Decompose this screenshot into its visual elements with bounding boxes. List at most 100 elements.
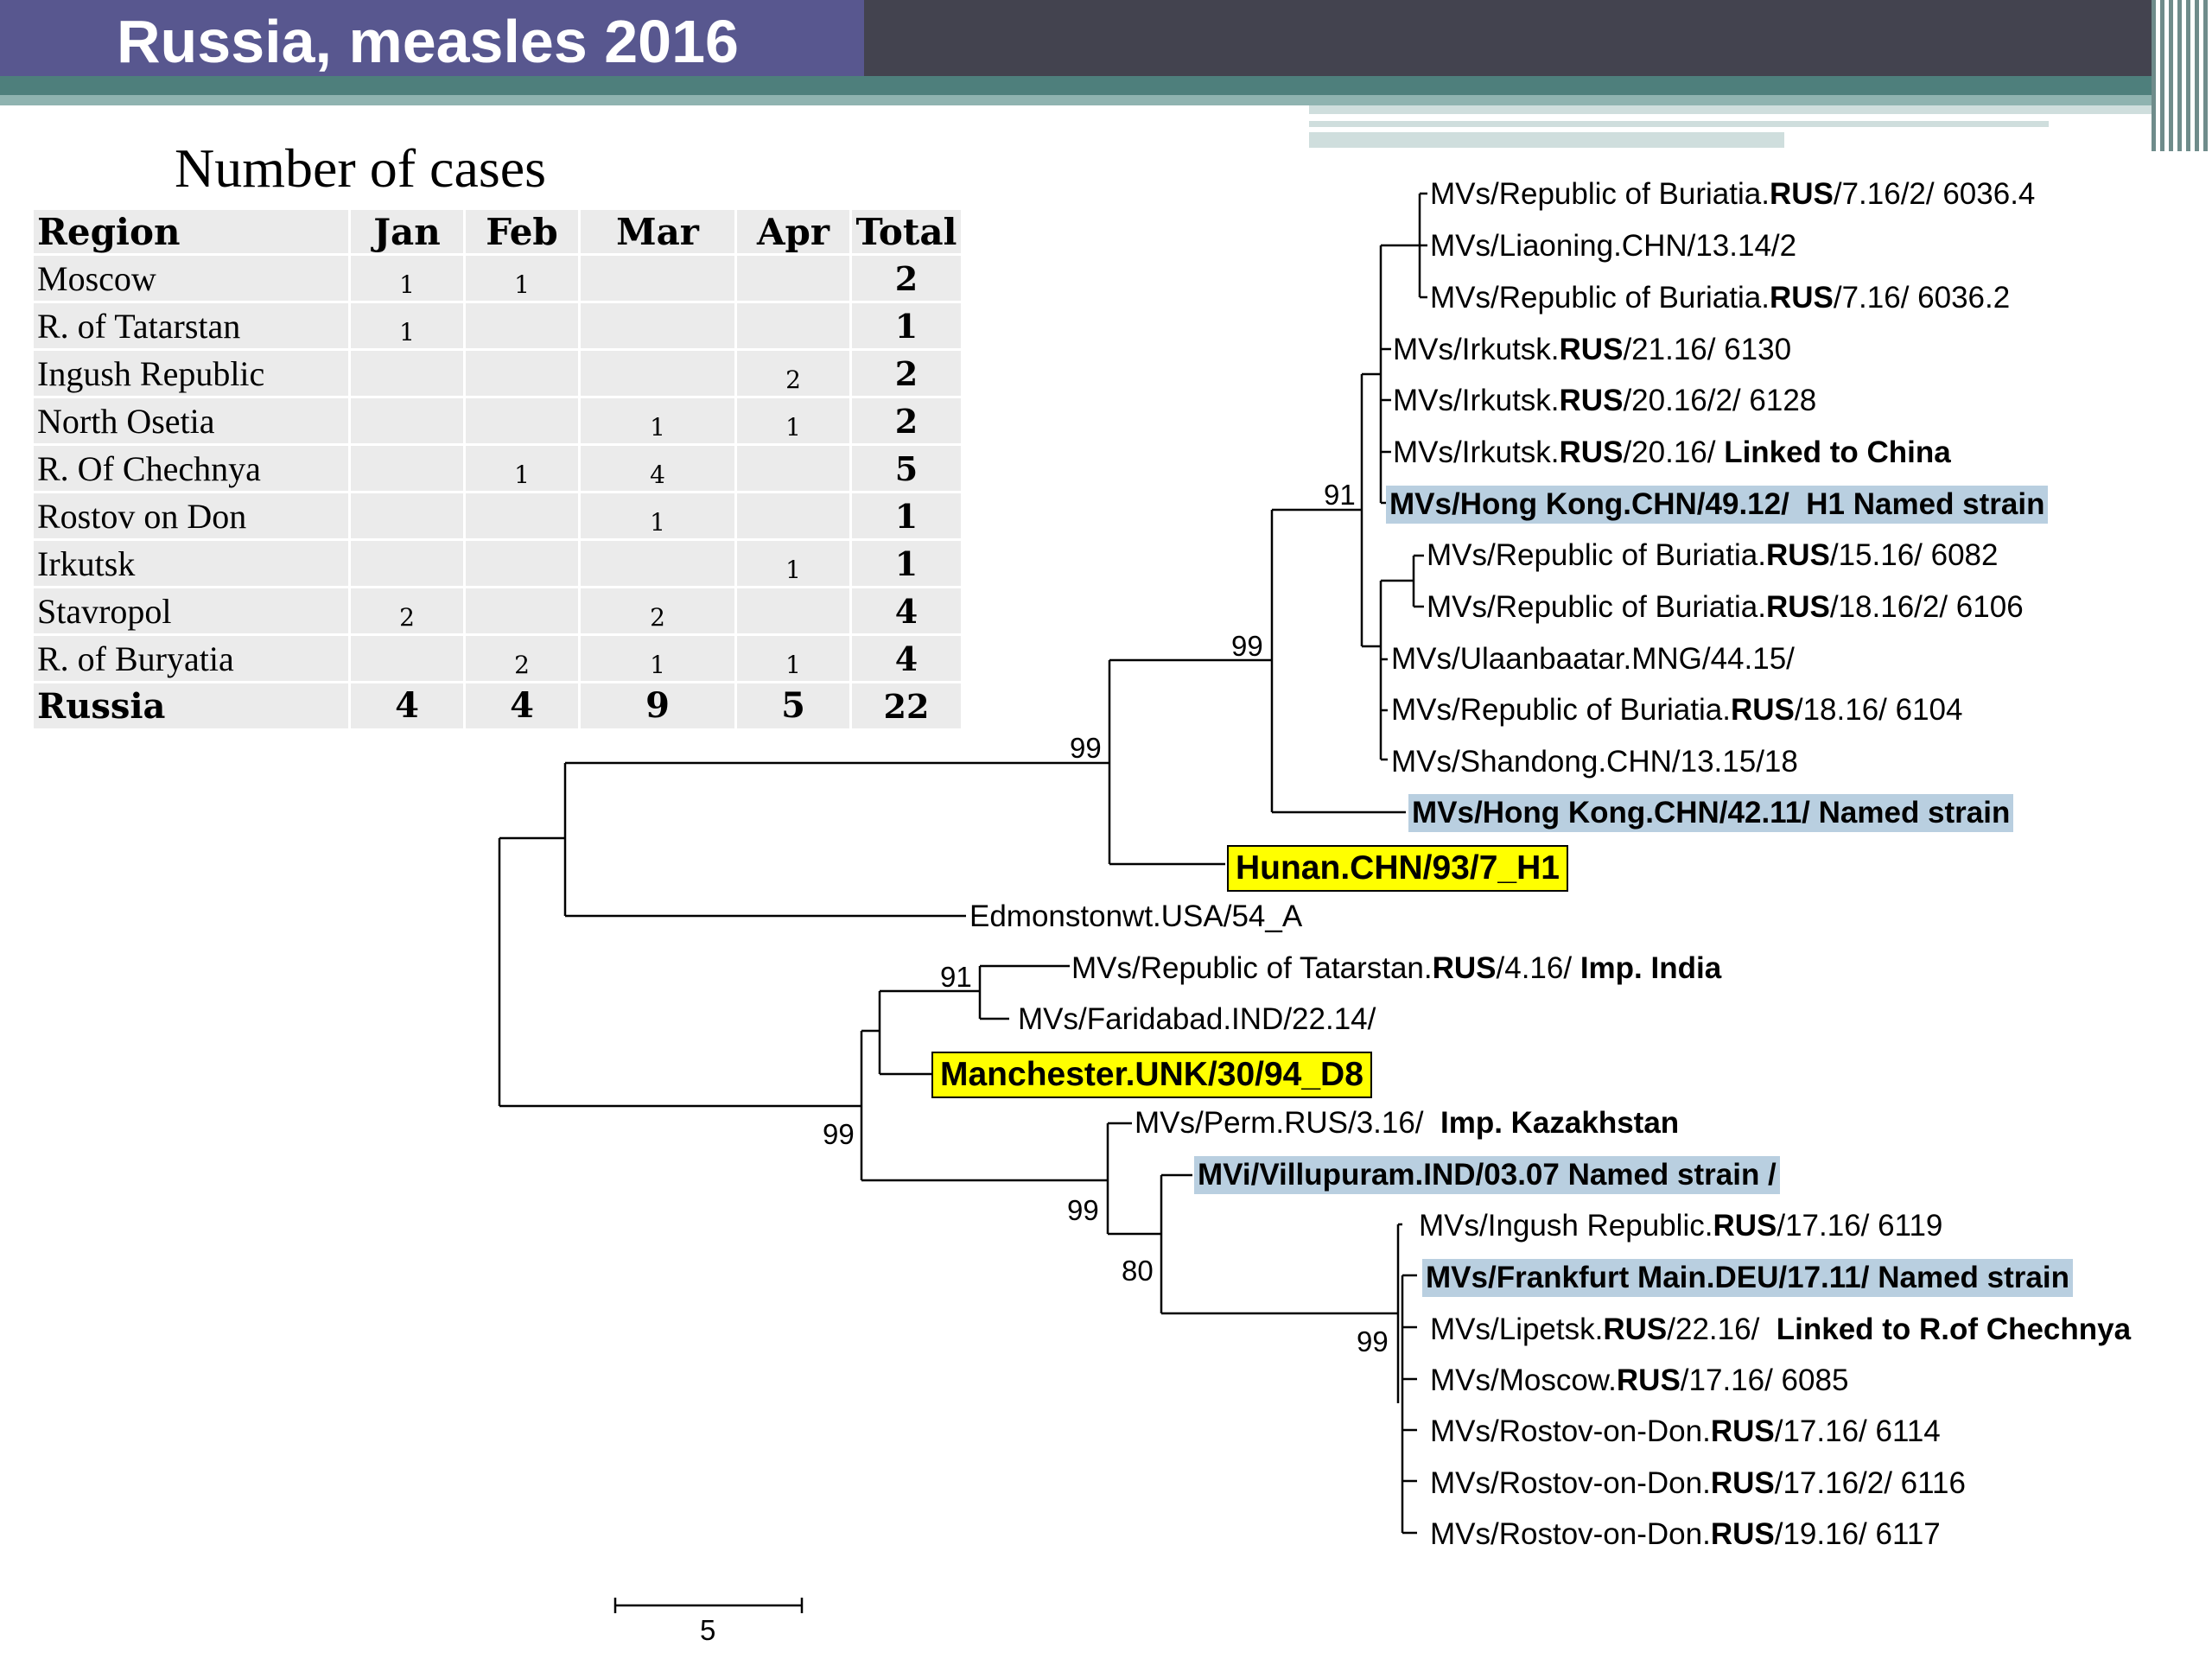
region-cell: R. Of Chechnya	[34, 446, 348, 491]
table-row: North Osetia 1 1 2	[34, 398, 961, 443]
region-cell: Stavropol	[34, 588, 348, 633]
leaf-text: MVs/Lipetsk.	[1430, 1313, 1604, 1346]
month-cell	[466, 493, 578, 538]
bootstrap-label: 91	[940, 961, 972, 993]
leaf-text-bold: RUS	[1432, 951, 1497, 985]
column-header: Feb	[466, 210, 578, 253]
header-stripe	[0, 95, 2212, 105]
month-cell	[466, 588, 578, 633]
leaf-text: /21.16/ 6130	[1623, 333, 1792, 366]
cases-table: Region Jan Feb Mar Apr Total Moscow 1 1 2 R.…	[31, 207, 963, 731]
leaf-text: MVs/Republic of Buriatia.	[1427, 538, 1766, 572]
table-row: Stavropol 2 2 4	[34, 588, 961, 633]
table-row: R. of Tatarstan 1 1	[34, 303, 961, 348]
leaf-text-bold: Linked to China	[1724, 435, 1951, 469]
tree-leaf: MVs/Irkutsk.RUS/20.16/2/ 6128	[1393, 382, 1816, 420]
month-cell	[581, 256, 734, 301]
leaf-text-bold: Imp. India	[1580, 951, 1722, 985]
month-cell: 1	[351, 303, 463, 348]
leaf-text: /4.16/	[1496, 951, 1580, 985]
column-header: Apr	[737, 210, 849, 253]
leaf-text: /7.16/ 6036.2	[1833, 281, 2011, 315]
header-stripe	[1309, 132, 1784, 148]
month-cell: 1	[351, 256, 463, 301]
total-cell: 2	[852, 351, 961, 396]
leaf-text-bold: RUS	[1559, 333, 1624, 366]
leaf-text: MVs/Rostov-on-Don.	[1430, 1517, 1711, 1551]
leaf-text: /17.16/2/ 6116	[1774, 1466, 1966, 1500]
month-cell	[351, 541, 463, 586]
leaf-text-bold: RUS	[1769, 177, 1834, 211]
column-header: Mar	[581, 210, 734, 253]
month-cell	[466, 398, 578, 443]
leaf-text: MVs/Perm.RUS/3.16/	[1135, 1106, 1440, 1140]
header-stripe	[1309, 121, 2049, 127]
month-cell	[581, 351, 734, 396]
table-summary-row: Russia 4 4 9 5 22	[34, 683, 961, 728]
column-header: Jan	[351, 210, 463, 253]
tree-leaf: MVs/Ingush Republic.RUS/17.16/ 6119	[1419, 1207, 1942, 1245]
tree-leaf: MVs/Rostov-on-Don.RUS/17.16/ 6114	[1430, 1413, 1941, 1451]
tree-leaf: MVs/Rostov-on-Don.RUS/19.16/ 6117	[1430, 1516, 1941, 1554]
tree-leaf: MVs/Hong Kong.CHN/42.11/ Named strain	[1408, 794, 2014, 832]
leaf-text: Hunan.CHN/93/7_H1	[1236, 849, 1560, 887]
bootstrap-label: 91	[1324, 479, 1356, 511]
bootstrap-label: 99	[1231, 630, 1263, 662]
tree-leaf: MVs/Hong Kong.CHN/49.12/ H1 Named strain	[1386, 486, 2049, 524]
month-cell: 1	[737, 398, 849, 443]
leaf-text: /19.16/ 6117	[1774, 1517, 1941, 1551]
leaf-text: /18.16/2/ 6106	[1829, 590, 2024, 624]
leaf-text: MVs/Faridabad.IND/22.14/	[1018, 1002, 1376, 1036]
leaf-text: MVs/Republic of Buriatia.	[1430, 177, 1770, 211]
leaf-text: MVs/Ingush Republic.	[1419, 1209, 1713, 1243]
leaf-text: MVs/Rostov-on-Don.	[1430, 1466, 1711, 1500]
tree-leaf: MVs/Shandong.CHN/13.15/18	[1391, 743, 1798, 781]
tree-leaf: MVs/Faridabad.IND/22.14/	[1018, 1001, 1376, 1039]
month-cell	[466, 351, 578, 396]
month-cell	[466, 303, 578, 348]
month-cell	[581, 541, 734, 586]
month-cell: 2	[351, 588, 463, 633]
leaf-text-bold: RUS	[1765, 538, 1830, 572]
header-decoration	[2152, 0, 2212, 151]
tree-leaf: MVi/Villupuram.IND/03.07 Named strain /	[1194, 1156, 1780, 1194]
month-cell	[351, 398, 463, 443]
leaf-text: MVs/Rostov-on-Don.	[1430, 1414, 1711, 1448]
leaf-text: MVs/Republic of Buriatia.	[1427, 590, 1766, 624]
leaf-text: Manchester.UNK/30/94_D8	[940, 1056, 1363, 1093]
month-cell: 1	[737, 636, 849, 681]
region-cell: Russia	[34, 683, 348, 728]
leaf-text: /22.16/	[1667, 1313, 1777, 1346]
table-row: Irkutsk 1 1	[34, 541, 961, 586]
month-cell	[466, 541, 578, 586]
region-cell: R. of Tatarstan	[34, 303, 348, 348]
leaf-text: MVs/Irkutsk.	[1393, 384, 1560, 417]
month-cell	[737, 446, 849, 491]
leaf-text: MVs/Irkutsk.	[1393, 333, 1560, 366]
month-cell: 2	[581, 588, 734, 633]
leaf-text: MVi/Villupuram.IND/03.07 Named strain /	[1198, 1158, 1777, 1192]
leaf-text: /20.16/2/ 6128	[1623, 384, 1817, 417]
total-cell: 1	[852, 303, 961, 348]
scale-bar	[613, 1598, 804, 1613]
month-cell: 1	[581, 636, 734, 681]
column-header: Region	[34, 210, 348, 253]
table-row: R. of Buryatia 2 1 1 4	[34, 636, 961, 681]
leaf-text: MVs/Republic of Buriatia.	[1430, 281, 1770, 315]
month-cell: 4	[581, 446, 734, 491]
leaf-text-bold: RUS	[1616, 1363, 1681, 1397]
leaf-text: /18.16/ 6104	[1794, 693, 1963, 727]
region-cell: R. of Buryatia	[34, 636, 348, 681]
cases-table-title: Number of cases	[175, 137, 547, 199]
tree-leaf: Hunan.CHN/93/7_H1	[1227, 845, 1568, 892]
total-cell: 1	[852, 493, 961, 538]
month-cell	[351, 351, 463, 396]
month-cell	[737, 303, 849, 348]
leaf-text: MVs/Frankfurt Main.DEU/17.11/ Named stra…	[1426, 1261, 2069, 1294]
table-row: R. Of Chechnya 1 4 5	[34, 446, 961, 491]
tree-leaf: MVs/Republic of Tatarstan.RUS/4.16/ Imp.…	[1071, 950, 1721, 988]
leaf-text-bold: RUS	[1559, 435, 1624, 469]
total-cell: 1	[852, 541, 961, 586]
slide-title: Russia, measles 2016	[117, 8, 739, 75]
